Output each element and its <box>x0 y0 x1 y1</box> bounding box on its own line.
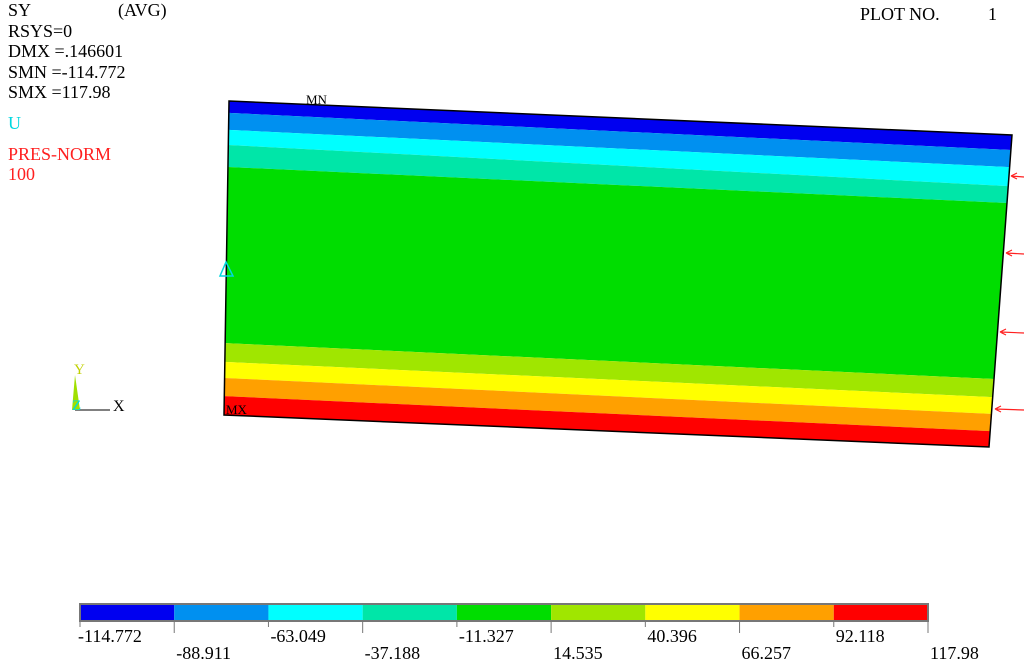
dmx-label: DMX =.146601 <box>8 41 123 61</box>
rsys-label: RSYS=0 <box>8 21 72 41</box>
legend-label: -114.772 <box>78 626 142 646</box>
contour-band <box>224 377 992 432</box>
legend-swatch <box>833 604 928 621</box>
legend-swatch <box>456 604 552 621</box>
contour-band <box>224 396 991 447</box>
legend-swatch <box>362 604 457 621</box>
model-outline <box>223 100 1013 448</box>
contour-band <box>224 343 995 398</box>
triad-z-label: Z <box>72 398 81 414</box>
contour-bands <box>224 101 1012 447</box>
contour-band <box>227 144 1009 204</box>
legend-label: 92.118 <box>836 626 885 646</box>
legend-swatch <box>174 604 269 621</box>
contour-band <box>228 101 1012 150</box>
legend-label: 117.98 <box>930 643 979 663</box>
contour-band <box>228 112 1011 168</box>
plot-label: PLOT NO. <box>860 4 940 24</box>
contour-band <box>224 361 993 414</box>
plot-number: 1 <box>988 4 997 24</box>
legend-swatch <box>80 604 175 621</box>
max-label: MX <box>226 402 248 417</box>
avg-label: (AVG) <box>118 0 167 21</box>
contour-band <box>228 129 1010 187</box>
smn-label: SMN =-114.772 <box>8 62 126 82</box>
triad-x-label: X <box>113 398 125 415</box>
legend-swatch <box>551 604 646 621</box>
pressure-arrows <box>994 172 1024 413</box>
legend-label: 40.396 <box>647 626 697 646</box>
pressure-label: PRES-NORM <box>8 144 111 164</box>
legend-swatch <box>739 604 834 621</box>
legend-swatch <box>645 604 740 621</box>
smx-label: SMX =117.98 <box>8 82 111 102</box>
triad: Y Z X <box>72 362 125 415</box>
legend-label: -88.911 <box>176 643 231 663</box>
legend-label: 14.535 <box>553 643 603 663</box>
displacement-symbol: U <box>8 113 21 133</box>
legend-label: 66.257 <box>742 643 792 663</box>
legend-frame <box>79 603 929 622</box>
legend-label: -11.327 <box>459 626 514 646</box>
legend-label: -63.049 <box>270 626 326 646</box>
legend-swatch <box>268 604 363 621</box>
result-label: SY <box>8 0 31 20</box>
contour-band <box>225 166 1007 379</box>
pressure-value: 100 <box>8 164 35 184</box>
constraint-symbol <box>218 260 235 277</box>
legend-label: -37.188 <box>365 643 421 663</box>
legend: -114.772 -88.911 -63.049 -37.188 -11.327 14.5… <box>78 603 979 663</box>
min-label: MN <box>306 92 328 107</box>
triad-y-label: Y <box>74 362 85 378</box>
triad-y <box>72 375 80 410</box>
